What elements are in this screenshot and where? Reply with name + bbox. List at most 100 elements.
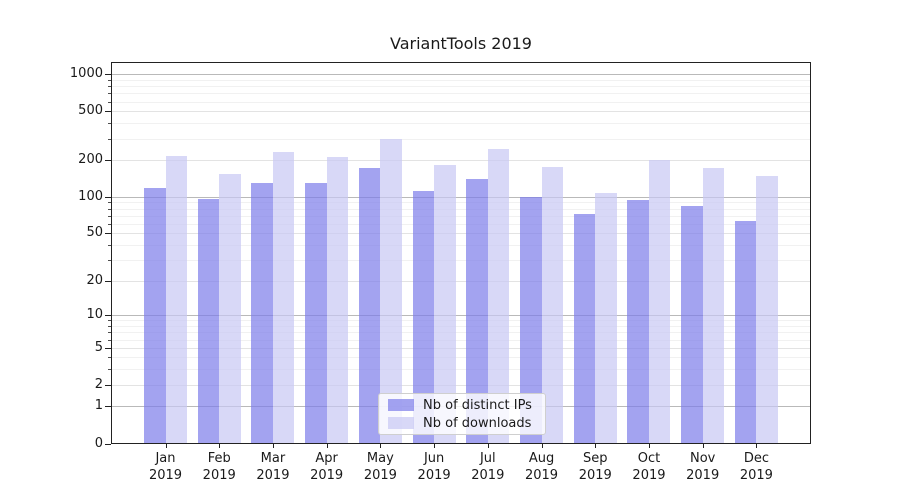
x-tick-month: Jan [155,451,176,466]
y-gridline-minor [111,223,811,225]
plot-area [111,62,811,444]
y-minor-tick-mark [108,326,111,328]
y-tick-mark [105,406,111,408]
bar-distinct-ips-jan [144,188,166,444]
legend-label-distinct-ips: Nb of distinct IPs [423,397,532,413]
y-tick-label: 2 [94,376,103,392]
x-tick-mark [487,444,489,448]
x-tick-mark [380,444,382,448]
x-tick-mark [219,444,221,448]
bar-distinct-ips-oct [627,199,649,444]
y-gridline-minor [111,326,811,328]
bar-distinct-ips-may [358,168,381,444]
y-gridline-minor [111,93,811,95]
y-minor-tick-mark [108,215,111,217]
x-tick-label: May 2019 [352,450,408,484]
x-tick-mark [595,444,597,448]
x-tick-label: Jun 2019 [406,450,462,484]
x-tick-mark [272,444,274,448]
x-tick-mark [648,444,650,448]
y-gridline-minor [111,332,811,334]
bar-distinct-ips-mar [251,182,273,444]
y-gridline [111,347,811,349]
y-gridline-minor [111,202,811,204]
y-minor-tick-mark [108,245,111,247]
x-tick-year: 2019 [202,468,236,483]
y-minor-tick-mark [108,369,111,371]
y-gridline-minor [111,369,811,371]
x-tick-year: 2019 [686,468,720,483]
y-gridline-minor [111,123,811,125]
bar-distinct-ips-feb [197,199,220,444]
y-gridline [111,111,811,113]
y-tick-mark [105,111,111,113]
x-tick-label: Apr 2019 [299,450,355,484]
x-tick-month: Dec [743,451,769,466]
y-gridline-minor [111,215,811,217]
y-minor-tick-mark [108,208,111,210]
y-tick-mark [105,280,111,282]
x-tick-label: Jul 2019 [460,450,516,484]
y-gridline-minor [111,208,811,210]
y-gridline [111,233,811,235]
bar-downloads-feb [219,173,241,444]
bar-downloads-jun [434,164,456,444]
y-tick-label: 0 [94,435,103,451]
y-tick-mark [105,233,111,235]
y-tick-mark [105,74,111,76]
bar-distinct-ips-dec [734,221,757,444]
bar-distinct-ips-jun [412,191,435,444]
x-tick-label: Nov 2019 [675,450,731,484]
bar-downloads-jul [487,148,510,444]
y-tick-label: 10 [86,307,103,323]
x-tick-mark [434,444,436,448]
y-gridline-minor [111,339,811,341]
y-gridline-minor [111,245,811,247]
legend-swatch-distinct-ips [388,399,414,411]
bar-distinct-ips-jul [466,179,488,444]
x-tick-year: 2019 [471,468,505,483]
x-tick-month: Nov [690,451,716,466]
y-gridline-decade [111,74,811,76]
y-minor-tick-mark [108,202,111,204]
x-tick-label: Dec 2019 [728,450,784,484]
x-tick-year: 2019 [739,468,773,483]
bar-downloads-nov [702,167,725,444]
y-tick-mark [105,347,111,349]
y-tick-label: 1000 [69,66,103,82]
y-gridline-minor [111,357,811,359]
x-tick-month: Apr [315,451,338,466]
x-tick-label: Jan 2019 [138,450,194,484]
x-tick-month: May [366,451,394,466]
legend-swatch-downloads [388,417,414,429]
y-gridline-minor [111,101,811,103]
y-tick-label: 200 [78,152,103,168]
x-tick-month: Jun [423,451,445,466]
x-tick-month: Aug [528,451,555,466]
y-gridline-minor [111,138,811,140]
x-tick-mark [756,444,758,448]
bar-distinct-ips-aug [520,196,542,444]
y-gridline [111,160,811,162]
y-tick-label: 5 [94,339,103,355]
bar-downloads-sep [595,192,617,444]
y-gridline-minor [111,320,811,322]
y-gridline-decade [111,315,811,317]
y-tick-label: 1 [94,398,103,414]
bar-downloads-jan [165,155,187,444]
bar-distinct-ips-sep [573,213,596,444]
x-tick-year: 2019 [310,468,344,483]
y-gridline-minor [111,79,811,81]
x-tick-year: 2019 [417,468,451,483]
y-minor-tick-mark [108,101,111,103]
legend: Nb of distinct IPs Nb of downloads [378,393,546,435]
x-tick-month: Oct [637,451,661,466]
y-tick-mark [105,384,111,386]
bar-downloads-oct [648,159,671,444]
x-tick-year: 2019 [363,468,397,483]
x-tick-year: 2019 [632,468,666,483]
bar-downloads-aug [541,166,564,444]
x-tick-mark [702,444,704,448]
y-tick-mark [105,315,111,317]
